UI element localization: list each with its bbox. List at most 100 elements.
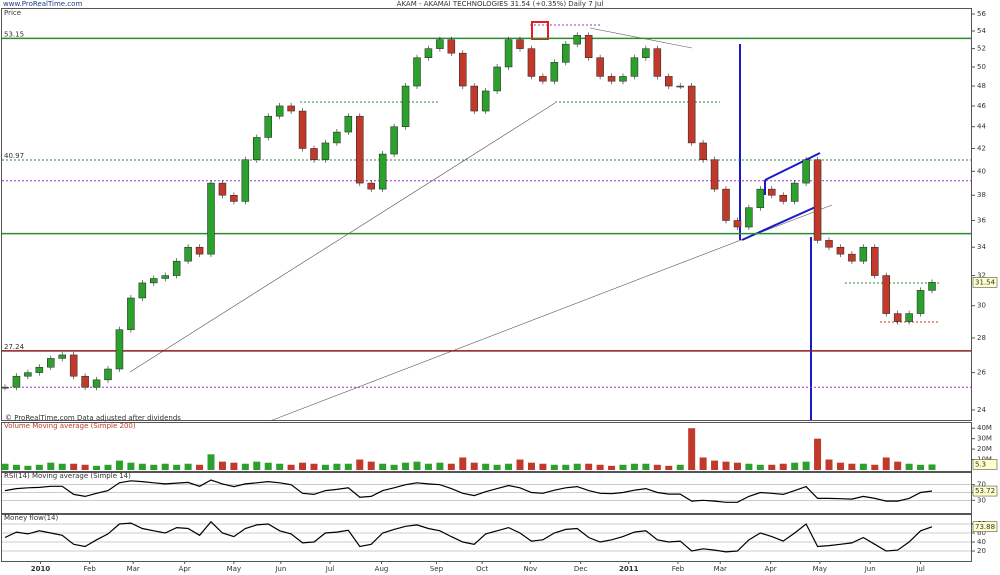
volume-bar [505, 463, 513, 470]
volume-bar [299, 462, 307, 470]
volume-bar [230, 462, 238, 470]
volume-bar [447, 463, 455, 470]
y-tick-label: 38 [977, 191, 986, 199]
volume-bar [24, 465, 32, 470]
x-tick-label: Dec [574, 565, 588, 573]
volume-bar [333, 463, 341, 470]
chart-title: AKAM - AKAMAI TECHNOLOGIES 31.54 (+0.35%… [397, 0, 604, 8]
candle [653, 48, 662, 77]
y-tick-label: 42 [977, 144, 986, 152]
rsi-frame [1, 472, 972, 514]
volume-bar [367, 461, 375, 470]
candle [344, 115, 353, 133]
x-tick-label: May [813, 565, 827, 573]
candle [459, 52, 467, 87]
candle [24, 372, 32, 377]
candle [825, 240, 833, 248]
candle [161, 275, 169, 279]
volume-bar [1, 463, 9, 470]
candle [745, 207, 753, 228]
candle [779, 194, 787, 202]
volume-bar [482, 463, 490, 470]
volume-bar [688, 428, 696, 470]
candle [367, 182, 375, 190]
candle [138, 282, 147, 299]
volume-bar [642, 463, 650, 470]
volume-bar [882, 457, 890, 470]
candle [848, 253, 856, 262]
y-tick-label: 40 [977, 538, 986, 546]
candle [241, 159, 250, 202]
x-tick-label: Jul [325, 565, 335, 573]
volume-bar [802, 461, 810, 470]
x-tick-label: Sep [430, 565, 444, 573]
candle [710, 159, 719, 190]
candle [859, 246, 868, 262]
candle [195, 246, 204, 255]
volume-bar [264, 462, 272, 470]
indicator-line [4, 520, 933, 553]
candle [184, 246, 192, 262]
x-tick-label: 2010 [31, 565, 51, 573]
candle [768, 188, 776, 196]
x-tick-label: Oct [476, 565, 488, 573]
level-label: 27.24 [4, 343, 25, 351]
footnote: © ProRealTime.com Data adjusted after di… [5, 414, 181, 422]
volume-bar [836, 462, 844, 470]
volume-bar [150, 464, 158, 470]
candle [642, 48, 650, 58]
volume-bar [756, 464, 764, 470]
candle [447, 39, 456, 54]
volume-bar [653, 464, 661, 470]
y-tick-label: 24 [977, 406, 986, 414]
candle [733, 220, 742, 228]
candle [47, 358, 55, 368]
x-tick-label: Jun [864, 565, 876, 573]
volume-bar [207, 454, 215, 470]
candle [504, 39, 513, 68]
trendline [269, 204, 833, 422]
volume-bar [276, 463, 284, 470]
candle [413, 57, 421, 87]
volume-bar [596, 464, 604, 470]
panel-label: Money flow(14) [4, 514, 58, 522]
volume-bar [356, 459, 364, 470]
y-tick-label: 28 [977, 334, 986, 342]
x-tick-label: Apr [179, 565, 191, 573]
candle [207, 182, 215, 255]
volume-bar [161, 463, 169, 470]
candle [275, 105, 284, 117]
y-tick-label: 30M [977, 435, 992, 443]
volume-bar [917, 464, 925, 470]
y-tick-label: 40M [977, 424, 992, 432]
last-value-box [972, 459, 998, 470]
candle [539, 76, 547, 82]
volume-bar [413, 461, 421, 470]
candle [813, 159, 822, 241]
candle [836, 246, 845, 255]
candle [92, 379, 101, 388]
volume-bar [928, 464, 936, 470]
y-tick-label: 60 [977, 529, 986, 537]
volume-bar [93, 465, 101, 470]
volume-bar [390, 464, 398, 470]
indicator-line [4, 479, 933, 503]
candle [172, 260, 181, 276]
y-tick-label: 36 [977, 216, 986, 224]
volume-frame [1, 422, 972, 472]
volume-bar [699, 457, 707, 470]
volume-bar [196, 464, 204, 470]
candle [58, 354, 66, 359]
volume-bar [619, 464, 627, 470]
volume-bar [848, 463, 856, 470]
volume-bar [70, 463, 78, 470]
y-tick-label: 34 [977, 243, 986, 251]
channel-line [764, 152, 821, 181]
volume-bar [585, 463, 593, 470]
x-tick-label: Nov [523, 565, 537, 573]
candle [596, 57, 604, 77]
candle [905, 313, 913, 322]
volume-bar [184, 463, 192, 470]
volume-bar [516, 459, 524, 470]
x-tick-label: 2011 [619, 565, 639, 573]
